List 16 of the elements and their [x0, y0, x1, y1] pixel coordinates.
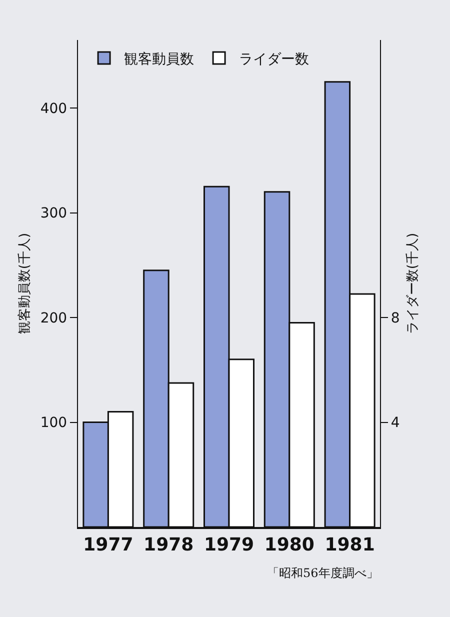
y-tick-label: 100 [40, 415, 68, 432]
x-tick-label: 1980 [264, 534, 314, 556]
y2-tick-label: 4 [390, 415, 400, 432]
x-tick-label: 1978 [144, 534, 194, 556]
y-tick-label: 300 [40, 206, 68, 222]
legend-label: ライダー数 [239, 51, 310, 68]
y2-axis-title: ライダー数(千人) [406, 232, 420, 334]
text: 「昭和56年度調べ」 [267, 566, 378, 580]
legend-label: 観客動員数 [124, 51, 194, 68]
x-tick-label: 1981 [324, 534, 375, 556]
y2-tick-label: 8 [390, 310, 400, 326]
y-tick-label: 200 [40, 310, 68, 326]
y-tick-label: 400 [40, 100, 68, 117]
y-axis-title: 観客動員数(千人) [16, 232, 32, 334]
x-tick-label: 1979 [204, 534, 254, 556]
x-tick-label: 1977 [83, 534, 134, 556]
